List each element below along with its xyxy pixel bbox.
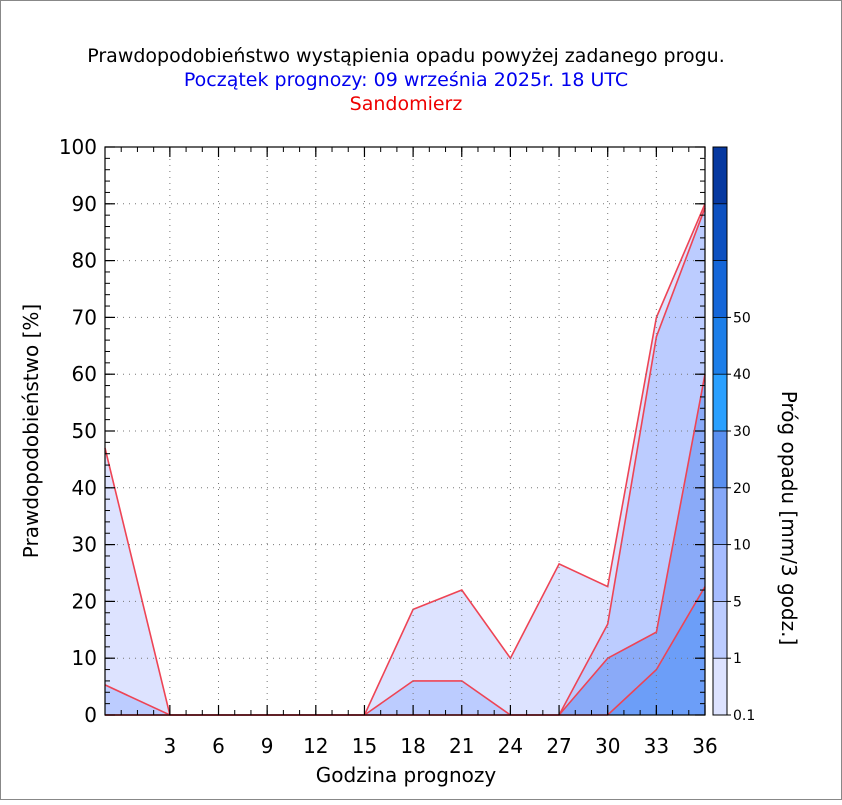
y-tick-label: 60 — [72, 362, 97, 386]
y-tick-label: 10 — [72, 646, 97, 670]
colorbar-label: Próg opadu [mm/3 godz.] — [777, 391, 801, 646]
colorbar-segment — [713, 203, 727, 261]
x-tick-label: 12 — [303, 734, 328, 758]
colorbar-segment — [713, 658, 727, 715]
y-tick-label: 40 — [72, 476, 97, 500]
area-threshold-3 — [105, 586, 705, 715]
colorbar-segment — [713, 601, 727, 659]
colorbar-tick-label: 0.1 — [733, 708, 755, 724]
x-tick-label: 30 — [595, 734, 620, 758]
x-tick-label: 3 — [163, 734, 176, 758]
colorbar-tick-label: 5 — [733, 594, 742, 610]
colorbar-tick-label: 30 — [733, 424, 751, 440]
chart-station: Sandomierz — [350, 93, 463, 115]
x-tick-label: 24 — [498, 734, 523, 758]
colorbar-segment — [713, 374, 727, 431]
colorbar-segment — [713, 317, 727, 375]
x-tick-label: 15 — [352, 734, 377, 758]
y-tick-label: 100 — [59, 135, 97, 159]
x-tick-label: 6 — [212, 734, 225, 758]
area-threshold-0 — [105, 203, 705, 716]
y-axis-label: Prawdopodobieństwo [%] — [19, 304, 43, 558]
chart-subtitle: Początek prognozy: 09 września 2025r. 18… — [184, 69, 628, 91]
x-tick-label: 36 — [692, 734, 717, 758]
x-tick-label: 33 — [644, 734, 669, 758]
colorbar-segment — [713, 260, 727, 318]
colorbar-tick-label: 20 — [733, 481, 751, 497]
x-tick-label: 9 — [261, 734, 274, 758]
y-tick-label: 0 — [84, 703, 97, 727]
y-tick-label: 30 — [72, 533, 97, 557]
y-tick-label: 50 — [72, 419, 97, 443]
y-tick-label: 20 — [72, 589, 97, 613]
colorbar-tick-label: 40 — [733, 367, 751, 383]
y-tick-label: 70 — [72, 305, 97, 329]
x-tick-label: 21 — [449, 734, 474, 758]
colorbar-segment — [713, 147, 727, 204]
colorbar-segment — [713, 544, 727, 602]
colorbar-tick-label: 10 — [733, 538, 751, 554]
chart-title: Prawdopodobieństwo wystąpienia opadu pow… — [87, 45, 725, 67]
colorbar-segment — [713, 487, 727, 545]
colorbar-segment — [713, 431, 727, 488]
colorbar-tick-label: 1 — [733, 651, 742, 667]
colorbar-tick-label: 50 — [733, 310, 751, 326]
y-tick-label: 80 — [72, 249, 97, 273]
y-tick-label: 90 — [72, 192, 97, 216]
x-tick-label: 27 — [546, 734, 571, 758]
plot-area: 3 6 9 12 15 18 21 24 27 30 33 360102030405060708090… — [59, 135, 755, 758]
x-tick-label: 18 — [400, 734, 425, 758]
x-axis-label: Godzina prognozy — [316, 763, 497, 787]
